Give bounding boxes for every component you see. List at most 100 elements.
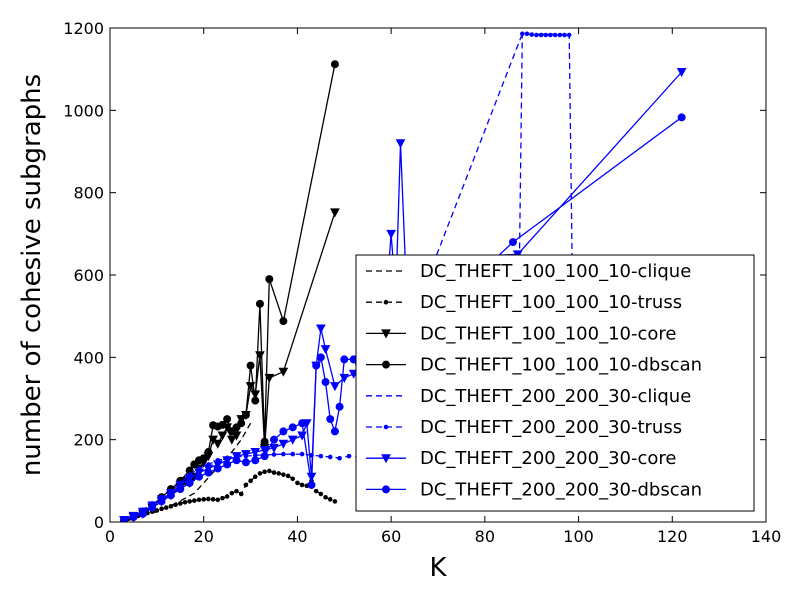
data-point [382,485,390,494]
legend-item: DC_THEFT_200_200_30-dbscan [366,479,702,500]
data-point [299,451,305,457]
data-point [238,491,244,497]
data-point [229,490,235,496]
series-line [123,212,336,521]
data-point [566,32,572,38]
data-point [255,299,264,308]
data-point [129,513,138,522]
data-point [337,455,342,461]
data-point [285,473,291,479]
series-line [123,470,336,522]
data-point [677,113,686,122]
plot-area [119,31,687,522]
y-tick-label: 200 [73,431,104,450]
data-point [154,508,160,513]
data-point [340,355,349,364]
data-point [330,60,339,69]
data-point [383,424,389,430]
data-point [262,469,267,475]
legend-item: DC_THEFT_200_200_30-truss [366,417,682,438]
data-point [192,498,197,503]
data-point [269,443,279,453]
data-point [243,482,249,488]
data-point [676,68,687,78]
legend-label: DC_THEFT_200_200_30-clique [420,386,691,407]
data-point [251,456,260,465]
data-point [265,275,274,284]
data-point [279,427,288,436]
legend: DC_THEFT_100_100_10-clique DC_THEFT_100_1… [355,254,755,512]
data-point [332,499,338,504]
legend-item: DC_THEFT_100_100_10-truss [366,292,682,313]
x-tick-label: 140 [751,527,782,546]
data-point [232,456,241,465]
data-point [257,471,263,476]
data-point [252,474,258,480]
data-point [223,415,232,424]
data-point [204,468,213,477]
data-point [223,460,232,469]
x-axis-label: K [429,553,447,583]
y-tick-label: 400 [73,348,104,367]
data-point [246,361,255,370]
data-point [307,480,316,489]
data-point [166,491,175,500]
series-DC_THEFT_200_200_30-dbscan [120,113,686,522]
data-point [278,439,289,449]
x-tick-label: 20 [194,527,214,546]
x-tick-label: 0 [105,527,115,546]
x-tick-label: 60 [381,527,401,546]
data-point [138,509,147,518]
data-point [217,431,228,441]
data-point [173,502,178,508]
data-point [177,501,183,506]
data-point [290,476,296,482]
data-point [381,329,391,339]
data-point [157,497,166,506]
data-point [271,470,277,475]
data-point [259,445,270,456]
data-point [395,139,406,149]
data-point [224,494,230,499]
data-point [287,435,298,445]
data-point [215,497,221,503]
legend-label: DC_THEFT_100_100_10-dbscan [420,355,702,376]
data-point [323,495,328,500]
series-DC_THEFT_100_100_10-truss [121,468,338,522]
data-point [241,458,250,467]
legend-item: DC_THEFT_100_100_10-dbscan [366,355,702,376]
data-point [330,208,340,218]
series-line [517,33,575,399]
data-point [264,373,275,383]
data-point [199,454,208,463]
data-point [281,472,286,477]
y-tick-label: 0 [94,513,104,532]
data-point [346,453,352,459]
legend-item: DC_THEFT_200_200_30-clique [366,386,691,407]
data-point [196,497,202,503]
y-tick-label: 800 [73,184,104,203]
data-point [241,410,250,419]
data-point [279,317,288,326]
legend-item: DC_THEFT_200_200_30-core [366,448,676,469]
data-point [520,31,525,37]
data-point [120,515,129,522]
data-point [163,505,169,510]
legend-box [355,254,755,512]
data-point [508,238,517,247]
legend-label: DC_THEFT_100_100_10-clique [420,261,691,282]
series-DC_THEFT_200_200_30-clique [517,33,575,399]
data-point [237,419,246,428]
data-point [534,32,539,38]
data-point [313,488,319,494]
data-point [260,452,269,461]
data-point [312,361,321,370]
data-point [316,353,325,362]
x-tick-label: 120 [657,527,688,546]
legend-label: DC_THEFT_100_100_10-core [420,323,676,344]
data-point [182,499,188,505]
data-point [321,378,330,387]
x-tick-label: 100 [563,527,594,546]
